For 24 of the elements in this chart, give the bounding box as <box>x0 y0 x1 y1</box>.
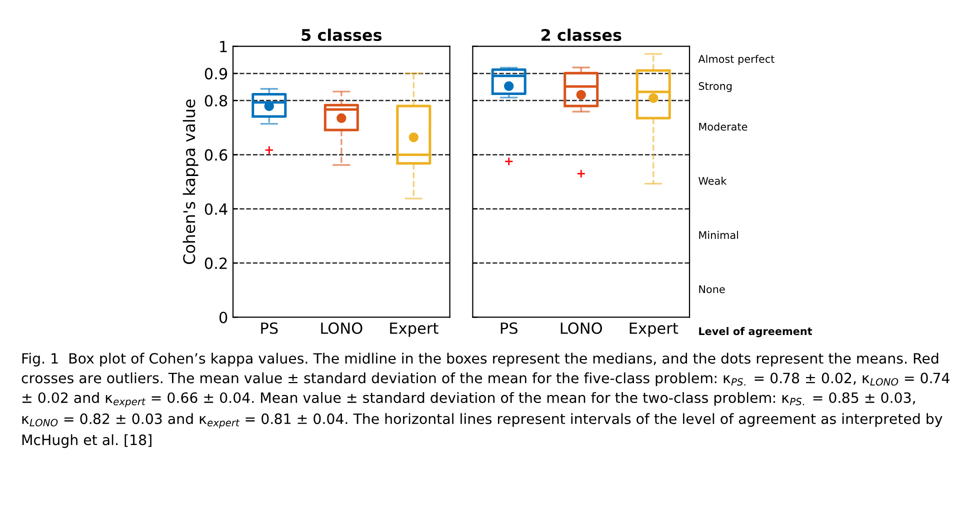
x-tick-label: Expert <box>630 322 678 337</box>
y-axis-title: Cohen's kappa value <box>182 99 198 264</box>
text: Weak <box>698 176 727 185</box>
x-tick-label: LONO <box>321 322 362 334</box>
y-tick-label: 0 <box>219 312 228 324</box>
text: Fig. 1 Box plot of Cohen’s kappa values. The midline in the boxes represent the medians, and the dots represent the means. Red crosses are outliers. The mean value ± standard deviation of the mean for the five-class problem: κ$_{PS.}$ = 0.78 ± 0.02, κ$_{LONO}$ = 0.74 ± 0.02 and κ$_{expert}$ = 0.66 ± 0.04. Mean value ± standard deviation of the mean for the two-class problem: κ$_{PS.}$ = 0.85 ± 0.03, κ$_{LONO}$ = 0.82 ± 0.03 and κ$_{expert}$ = 0.81 ± 0.04. The horizontal lines represent intervals of the level of agreement as interpreted by McHugh et al. [18] <box>22 352 950 448</box>
y-tick-label: 0.4 <box>204 203 228 215</box>
y-tick-label: 0.8 <box>204 94 228 107</box>
text: Strong <box>698 82 732 92</box>
y-tick-label: 0.6 <box>204 149 228 161</box>
chart-title: 5 classes <box>302 28 382 42</box>
text: None <box>699 285 725 294</box>
text: Minimal <box>699 230 738 239</box>
text: Almost perfect <box>698 54 774 65</box>
x-tick-label: Expert <box>390 322 438 337</box>
y-tick-label: 0.9 <box>204 68 228 80</box>
x-tick-label: LONO <box>560 322 602 334</box>
x-tick-label: PS <box>500 322 518 334</box>
x-tick-label: PS <box>261 322 278 334</box>
chart-title: 2 classes <box>542 28 622 42</box>
text: Level of agreement <box>699 327 812 338</box>
y-tick-label: 1 <box>220 41 227 52</box>
text: Moderate <box>699 122 748 131</box>
y-tick-label: 0.2 <box>204 258 227 270</box>
